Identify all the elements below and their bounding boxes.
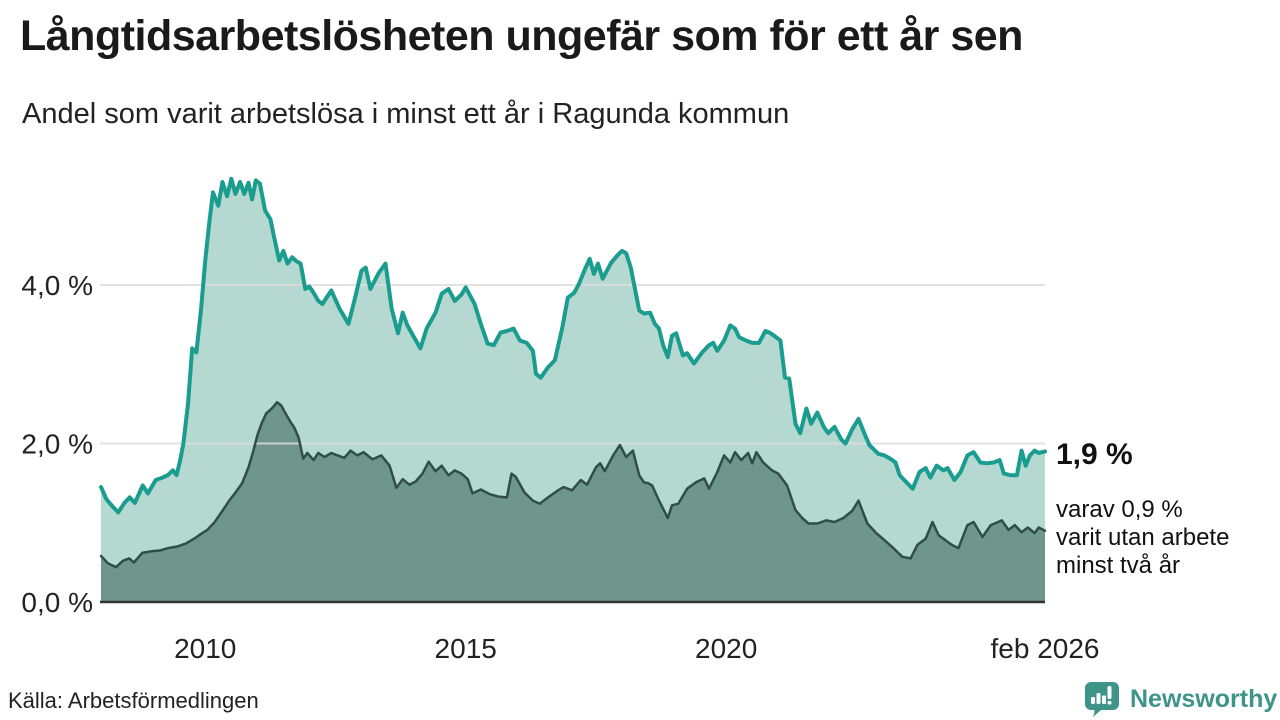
logo-bar-1	[1091, 697, 1095, 704]
y-tick-label: 4,0 %	[21, 270, 93, 301]
y-tick-label: 0,0 %	[21, 587, 93, 618]
annotation-note-line: minst två år	[1056, 552, 1181, 579]
source-label: Källa: Arbetsförmedlingen	[8, 688, 259, 713]
logo-exclamation-dot	[1107, 701, 1112, 705]
newsworthy-logo[interactable]: Newsworthy	[1083, 680, 1277, 718]
y-tick-label: 2,0 %	[21, 429, 93, 460]
annotation-note: varav 0,9 % varit utan arbete minst två …	[1056, 496, 1229, 580]
line-minst-tva-ar	[99, 401, 1047, 569]
annotation-note-line: varav 0,9 %	[1056, 496, 1183, 523]
newsworthy-logo-icon	[1085, 682, 1119, 717]
x-tick-label: 2015	[435, 633, 497, 664]
area-minst-tva-ar	[101, 402, 1045, 602]
logo-exclamation-bar	[1107, 686, 1112, 699]
logo-bar-2	[1096, 693, 1101, 704]
x-tick-label: feb 2026	[991, 633, 1100, 664]
newsworthy-logo-text: Newsworthy	[1130, 684, 1278, 713]
line-minst-ett-ar	[99, 176, 1047, 515]
x-tick-label: 2010	[174, 633, 236, 664]
latest-value-label: 1,9 %	[1056, 438, 1133, 471]
logo-bar-3	[1102, 695, 1106, 704]
page-title: Långtidsarbetslösheten ungefär som för e…	[20, 12, 1023, 60]
page-subtitle: Andel som varit arbetslösa i minst ett å…	[22, 98, 790, 130]
x-tick-label: 2020	[695, 633, 757, 664]
annotation-note-line: varit utan arbete	[1056, 524, 1230, 551]
